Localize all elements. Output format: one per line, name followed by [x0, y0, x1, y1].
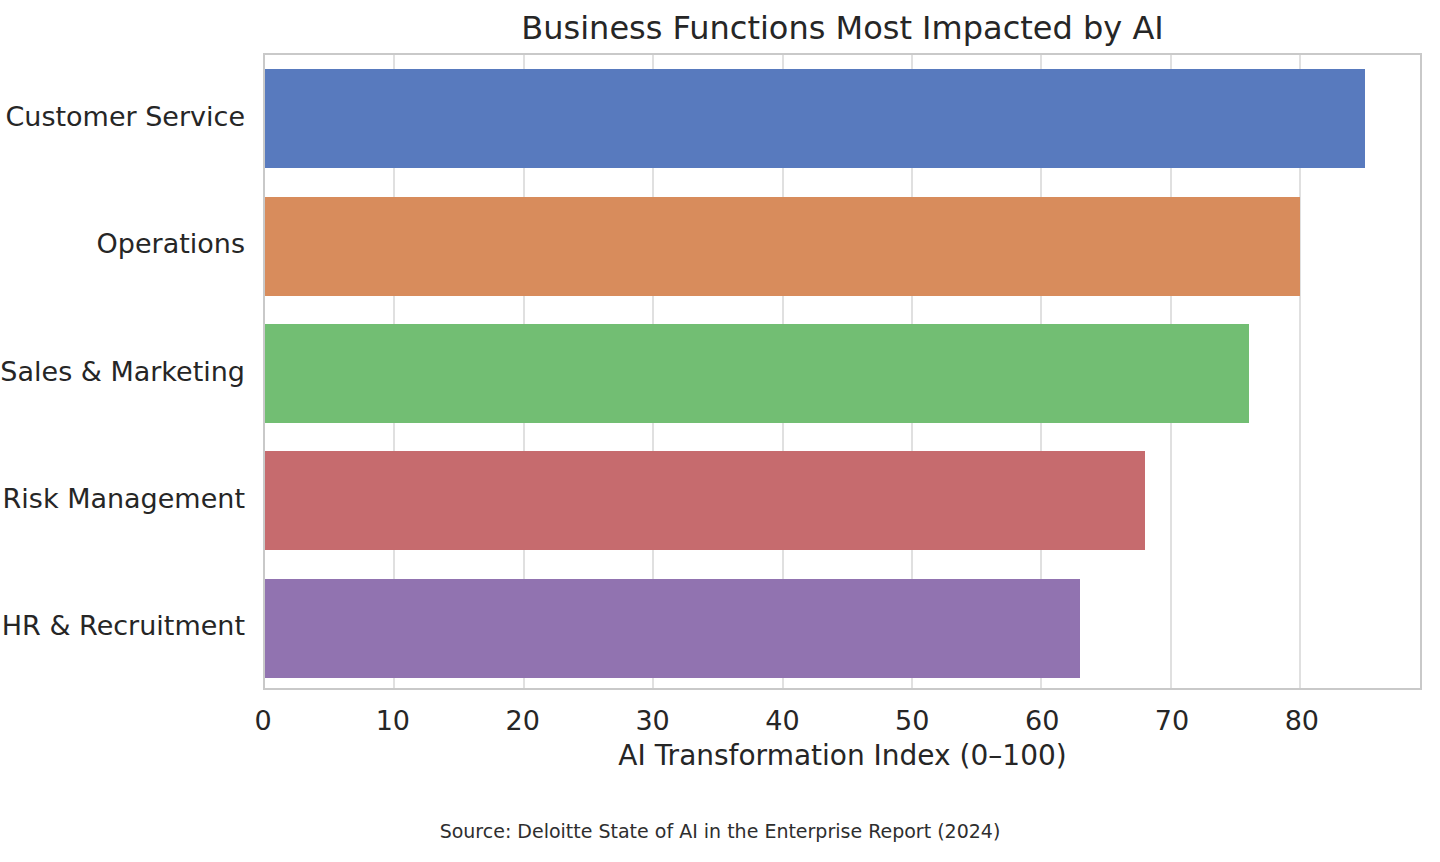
- y-label-risk-management: Risk Management: [0, 482, 245, 516]
- bar-operations: [265, 197, 1300, 296]
- x-tick-label-40: 40: [765, 704, 799, 738]
- y-label-customer-service: Customer Service: [0, 100, 245, 134]
- x-tick-label-70: 70: [1155, 704, 1189, 738]
- source-caption: Source: Deloitte State of AI in the Ente…: [0, 818, 1440, 844]
- y-label-operations: Operations: [0, 227, 245, 261]
- bar-chart-figure: Business Functions Most Impacted by AI C…: [0, 0, 1440, 862]
- x-tick-label-10: 10: [376, 704, 410, 738]
- x-tick-label-20: 20: [506, 704, 540, 738]
- x-tick-label-30: 30: [635, 704, 669, 738]
- bar-sales-marketing: [265, 324, 1249, 423]
- x-tick-label-80: 80: [1285, 704, 1319, 738]
- plot-area: [263, 53, 1422, 690]
- y-label-sales-marketing: Sales & Marketing: [0, 355, 245, 389]
- bar-risk-management: [265, 451, 1145, 550]
- x-tick-label-0: 0: [254, 704, 271, 738]
- y-axis-labels: Customer Service Operations Sales & Market…: [0, 53, 245, 690]
- y-label-hr-recruitment: HR & Recruitment: [0, 609, 245, 643]
- x-tick-label-50: 50: [895, 704, 929, 738]
- bar-hr-recruitment: [265, 579, 1080, 678]
- x-axis-ticks: 01020304050607080: [263, 704, 1422, 738]
- x-axis-title: AI Transformation Index (0–100): [263, 738, 1422, 774]
- x-tick-label-60: 60: [1025, 704, 1059, 738]
- chart-title: Business Functions Most Impacted by AI: [263, 8, 1422, 48]
- bar-customer-service: [265, 69, 1365, 168]
